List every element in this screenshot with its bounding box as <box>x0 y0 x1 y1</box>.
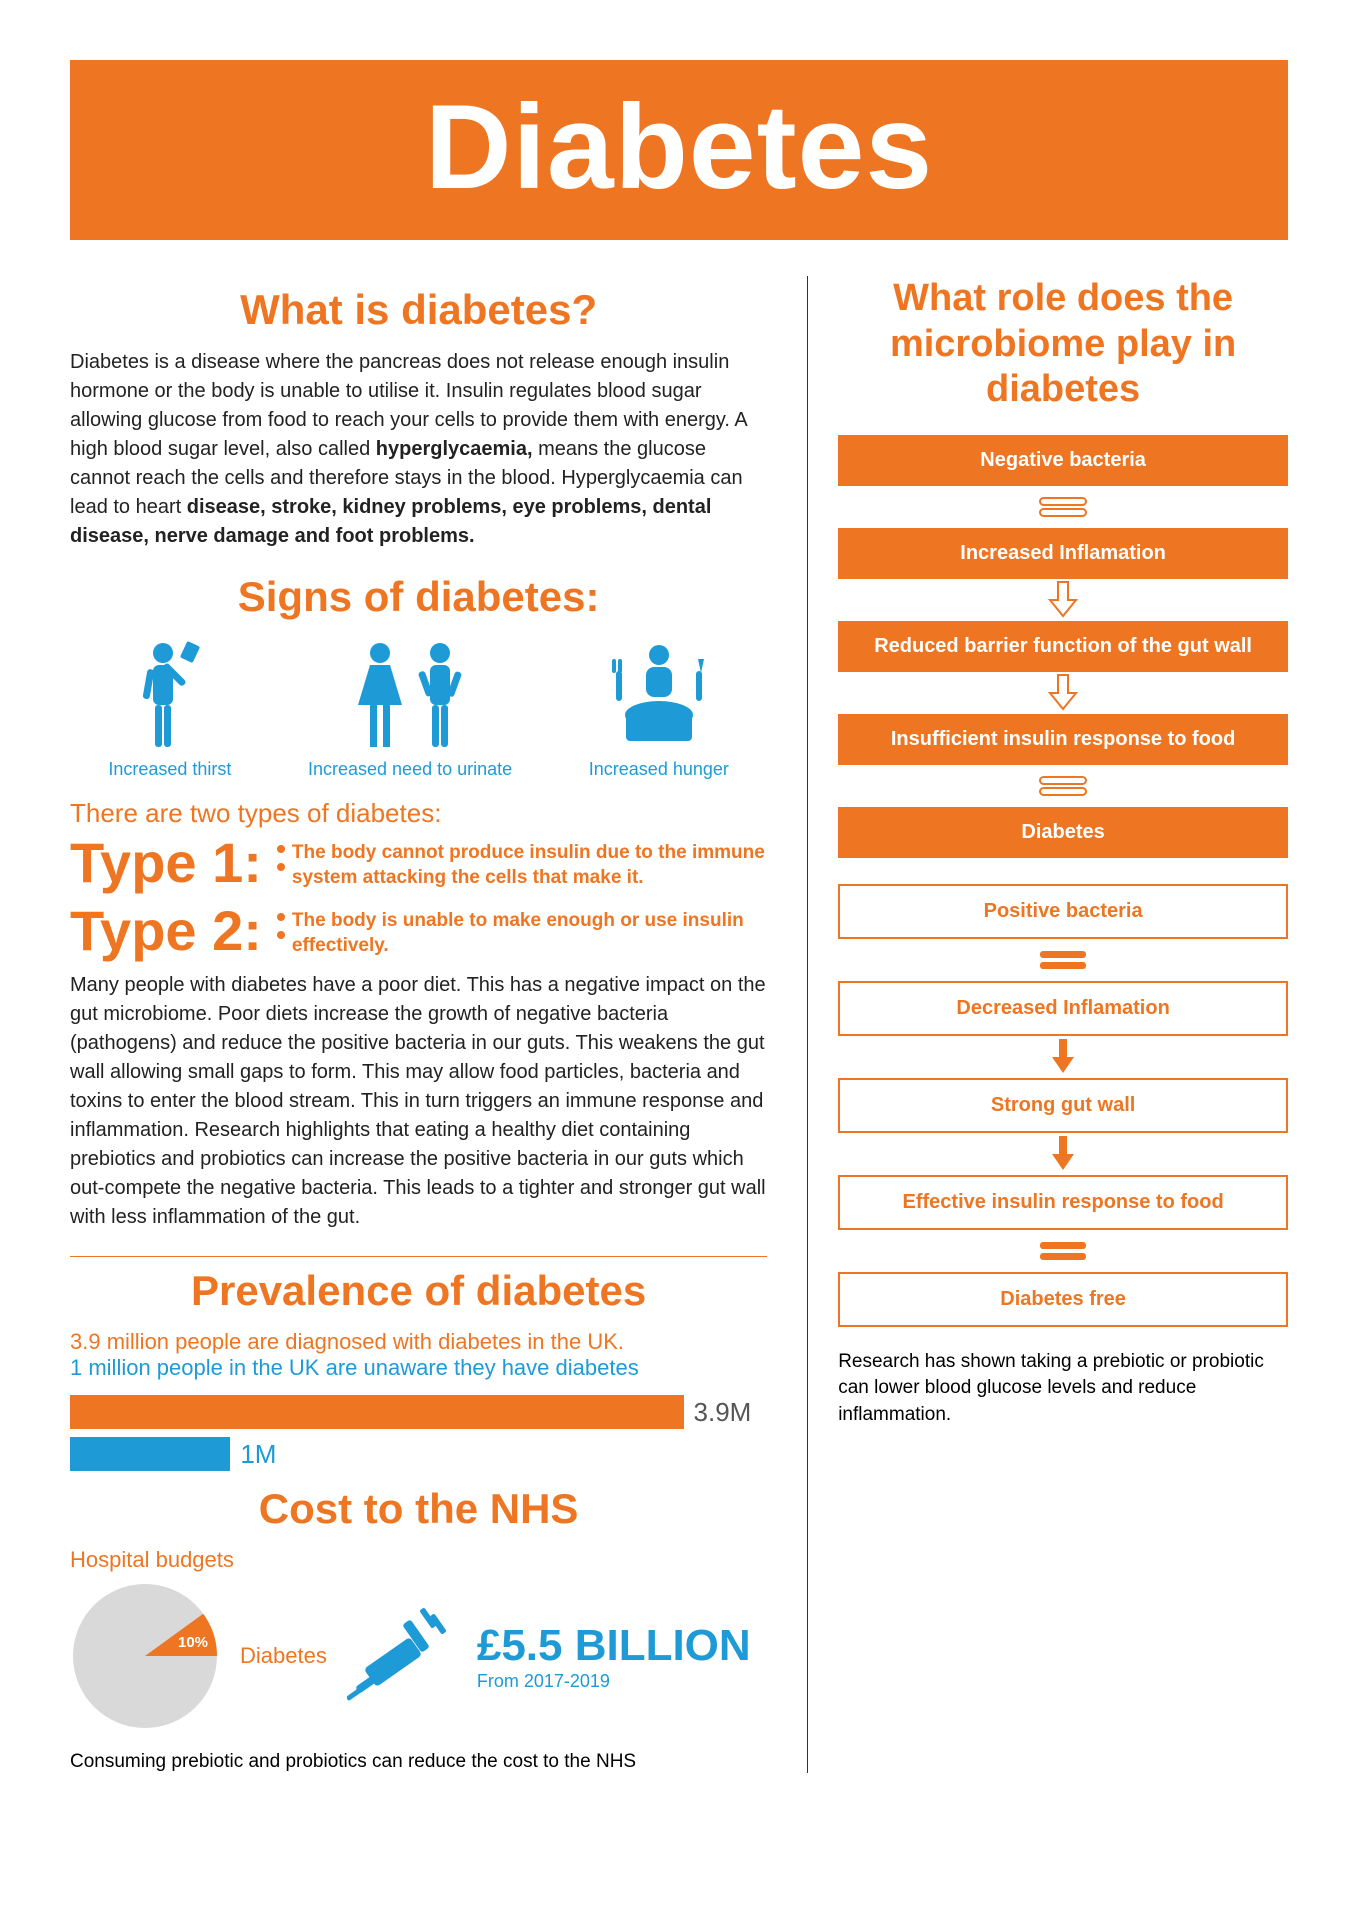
text: The body cannot produce insulin due to t… <box>292 842 765 888</box>
budget-pie-chart: 10% <box>70 1581 220 1731</box>
flow-box: Decreased Inflamation <box>838 981 1288 1036</box>
flow-connector <box>1038 939 1088 981</box>
nhs-footer: Consuming prebiotic and probiotics can r… <box>70 1751 767 1773</box>
what-is-paragraph: Diabetes is a disease where the pancreas… <box>70 348 767 551</box>
flow-connector <box>1038 765 1088 807</box>
nhs-heading: Cost to the NHS <box>70 1485 767 1533</box>
type-2: Type 2: The body is unable to make enoug… <box>70 903 767 959</box>
type-1-desc: The body cannot produce insulin due to t… <box>276 835 767 890</box>
flow-box: Diabetes <box>838 807 1288 858</box>
what-is-heading: What is diabetes? <box>70 286 767 334</box>
flow-connector <box>1046 672 1080 714</box>
flow-connector <box>1048 1133 1078 1175</box>
text: The body is unable to make enough or use… <box>292 910 744 956</box>
bar-value: 3.9M <box>694 1397 752 1428</box>
urinate-icon <box>308 641 512 751</box>
prevalence-bars: 3.9M 1M <box>70 1395 767 1471</box>
flow-box: Reduced barrier function of the gut wall <box>838 621 1288 672</box>
prevalence-line-1: 3.9 million people are diagnosed with di… <box>70 1329 767 1355</box>
hunger-icon <box>589 641 729 751</box>
left-column: What is diabetes? Diabetes is a disease … <box>70 276 767 1773</box>
types-heading: There are two types of diabetes: <box>70 798 767 829</box>
nhs-cost-block: £5.5 BILLION From 2017-2019 <box>477 1621 751 1692</box>
flow-box: Effective insulin response to food <box>838 1175 1288 1230</box>
type-1: Type 1: The body cannot produce insulin … <box>70 835 767 891</box>
microbiome-paragraph: Many people with diabetes have a poor di… <box>70 971 767 1232</box>
microbiome-heading: What role does the microbiome play in di… <box>838 276 1288 413</box>
hospital-budgets-label: Hospital budgets <box>70 1547 767 1573</box>
flow-connector <box>1038 1230 1088 1272</box>
type-1-label: Type 1: <box>70 835 262 891</box>
divider <box>70 1256 767 1257</box>
bar-value: 1M <box>240 1439 276 1470</box>
bar: 1M <box>70 1437 767 1471</box>
sign-urinate: Increased need to urinate <box>308 641 512 780</box>
sign-label: Increased need to urinate <box>308 759 512 780</box>
flow-connector <box>1046 579 1080 621</box>
nhs-cost-value: £5.5 BILLION <box>477 1621 751 1671</box>
right-footer: Research has shown taking a prebiotic or… <box>838 1349 1288 1429</box>
title-banner: Diabetes <box>70 60 1288 240</box>
type-2-desc: The body is unable to make enough or use… <box>276 903 767 958</box>
syringe-icon <box>347 1599 457 1714</box>
microbiome-flowchart: Negative bacteria Increased Inflamation Re… <box>838 435 1288 1327</box>
nhs-cost-period: From 2017-2019 <box>477 1671 751 1692</box>
flow-box: Diabetes free <box>838 1272 1288 1327</box>
signs-row: Increased thirst Increased need to urina… <box>70 641 767 780</box>
sign-label: Increased thirst <box>108 759 231 780</box>
flow-box: Increased Inflamation <box>838 528 1288 579</box>
flow-connector <box>1038 486 1088 528</box>
type-2-label: Type 2: <box>70 903 262 959</box>
sign-label: Increased hunger <box>589 759 729 780</box>
bar-fill <box>70 1437 230 1471</box>
flow-box: Negative bacteria <box>838 435 1288 486</box>
pie-slice-label: 10% <box>178 1634 208 1651</box>
right-column: What role does the microbiome play in di… <box>807 276 1288 1773</box>
nhs-row: 10% Diabetes £5.5 BILLION From 2017-2019 <box>70 1581 767 1731</box>
prevalence-heading: Prevalence of diabetes <box>70 1267 767 1315</box>
text-bold: hyperglycaemia, <box>376 438 533 460</box>
thirst-icon <box>108 641 231 751</box>
flow-connector <box>1048 1036 1078 1078</box>
flow-box: Insufficient insulin response to food <box>838 714 1288 765</box>
flow-box: Positive bacteria <box>838 884 1288 939</box>
flow-box: Strong gut wall <box>838 1078 1288 1133</box>
prevalence-line-2: 1 million people in the UK are unaware t… <box>70 1355 767 1381</box>
sign-hunger: Increased hunger <box>589 641 729 780</box>
pie-legend-diabetes: Diabetes <box>240 1643 327 1669</box>
bar-fill <box>70 1395 684 1429</box>
sign-thirst: Increased thirst <box>108 641 231 780</box>
bar: 3.9M <box>70 1395 767 1429</box>
page-title: Diabetes <box>70 78 1288 216</box>
signs-heading: Signs of diabetes: <box>70 573 767 621</box>
